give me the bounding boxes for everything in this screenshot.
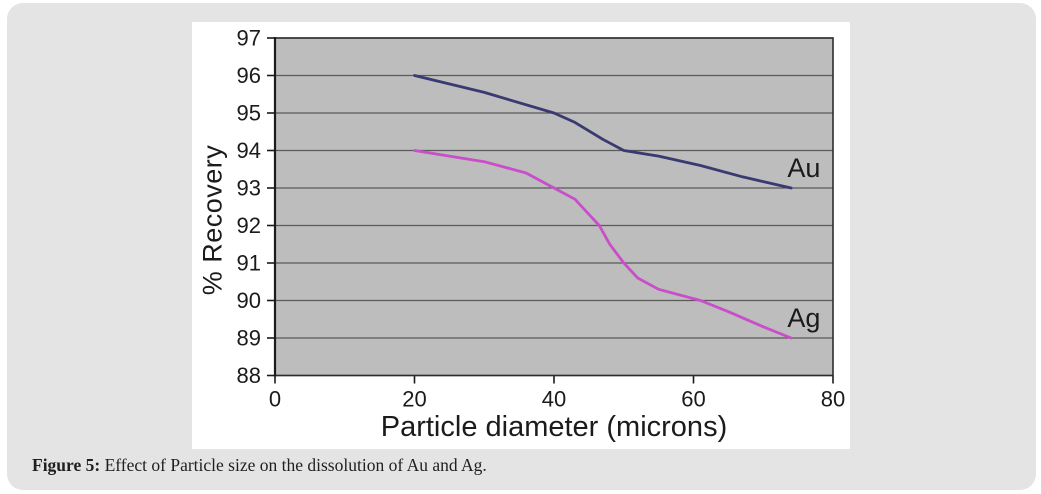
- y-axis-title: % Recovery: [197, 144, 228, 296]
- y-tick-label: 89: [237, 326, 261, 351]
- figure-caption-text: Effect of Particle size on the dissoluti…: [100, 455, 487, 475]
- x-tick-label: 0: [269, 387, 281, 412]
- x-tick-label: 40: [542, 387, 566, 412]
- y-tick-label: 91: [237, 251, 261, 276]
- x-tick-label: 20: [402, 387, 426, 412]
- x-axis-title: Particle diameter (microns): [380, 411, 728, 443]
- y-tick-label: 88: [237, 363, 261, 388]
- y-tick-label: 97: [237, 26, 261, 51]
- y-tick-label: 92: [237, 213, 261, 238]
- series-label-au: Au: [787, 153, 820, 183]
- chart-plot: 97 96 95 94 93 92 91 90 89 88 0 20 40 60 80 Au Ag: [237, 26, 846, 412]
- y-tick-label: 93: [237, 176, 261, 201]
- series-label-ag: Ag: [787, 303, 820, 333]
- series-line-au: [413, 74, 793, 190]
- y-tick-label: 90: [237, 288, 261, 313]
- y-tick-label: 95: [237, 101, 261, 126]
- series-line-ag: [413, 149, 793, 340]
- figure-panel: 97 96 95 94 93 92 91 90 89 88 0 20 40 60 80 Au Ag % Reco…: [7, 3, 1036, 490]
- y-tick-label: 96: [237, 63, 261, 88]
- figure-caption: Figure 5: Effect of Particle size on the…: [32, 455, 487, 476]
- plot-area: [275, 38, 833, 376]
- y-tick-label: 94: [237, 138, 261, 163]
- x-tick-label: 80: [821, 387, 845, 412]
- x-tick-label: 60: [681, 387, 705, 412]
- figure-caption-label: Figure 5:: [32, 455, 101, 475]
- chart-image: 97 96 95 94 93 92 91 90 89 88 0 20 40 60 80 Au Ag % Reco…: [192, 22, 850, 449]
